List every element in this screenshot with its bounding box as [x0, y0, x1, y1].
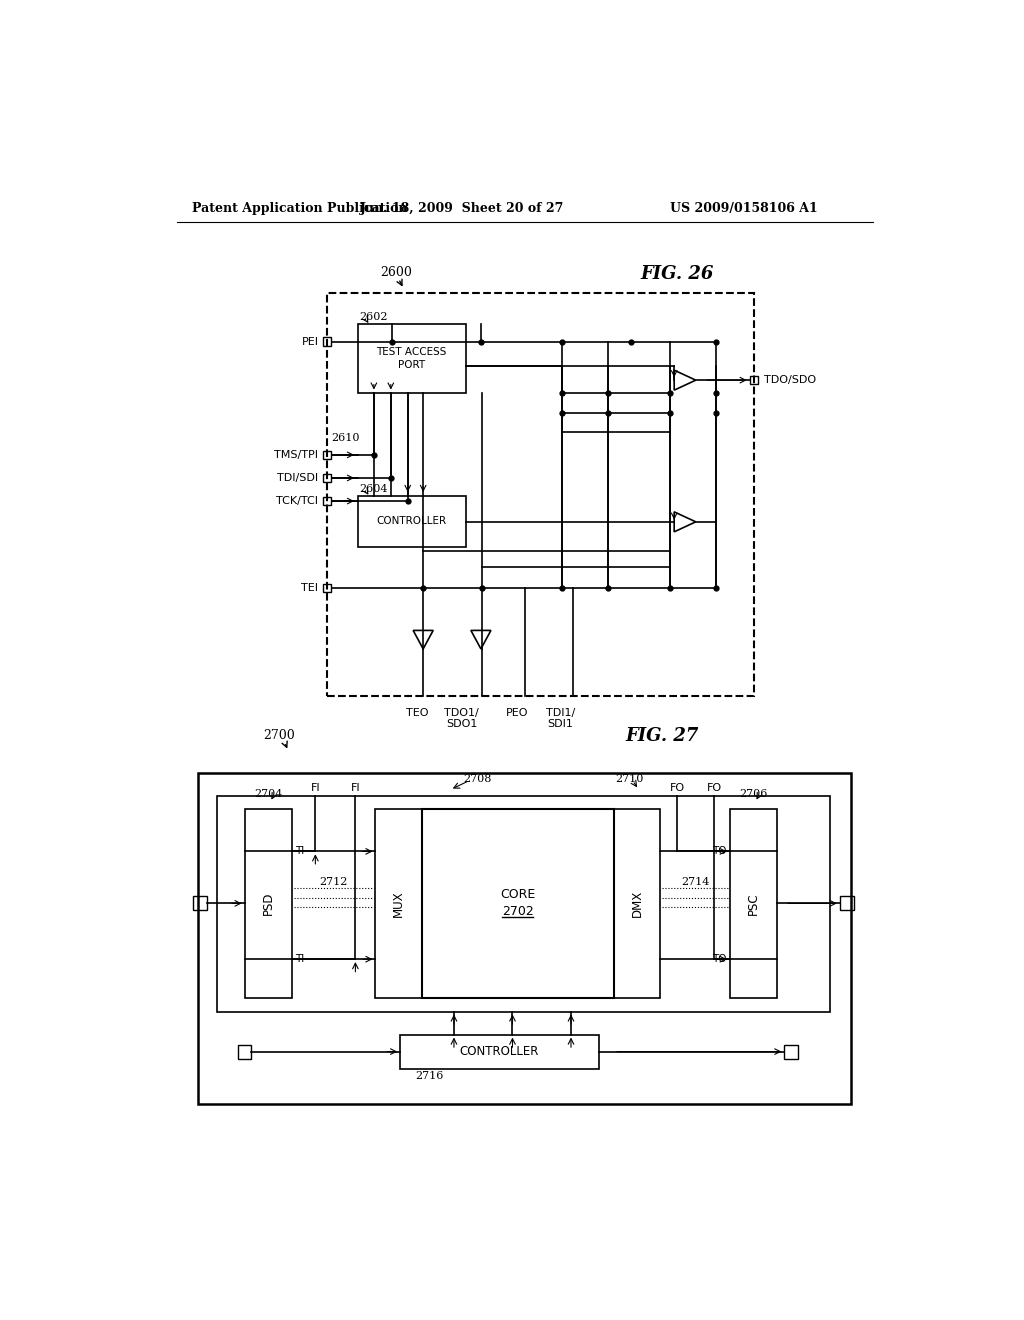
Text: PEO: PEO: [506, 708, 528, 718]
Text: PORT: PORT: [398, 360, 425, 370]
Text: TMS/TPI: TMS/TPI: [274, 450, 318, 459]
Text: TDO1/: TDO1/: [444, 708, 479, 718]
Text: FO: FO: [670, 783, 685, 793]
Text: TO: TO: [712, 846, 727, 857]
Text: FIG. 26: FIG. 26: [641, 265, 714, 282]
Text: 2706: 2706: [739, 789, 768, 800]
Text: 2610: 2610: [331, 433, 359, 444]
Text: 2712: 2712: [319, 878, 348, 887]
Text: 2708: 2708: [463, 774, 492, 784]
Text: 2716: 2716: [416, 1072, 443, 1081]
Text: TDO/SDO: TDO/SDO: [764, 375, 816, 385]
Text: 2714: 2714: [681, 878, 710, 887]
Text: SDO1: SDO1: [446, 719, 477, 729]
Text: TCK/TCI: TCK/TCI: [276, 496, 318, 506]
Text: 2704: 2704: [254, 789, 283, 800]
Text: PSD: PSD: [262, 891, 274, 915]
Text: CONTROLLER: CONTROLLER: [460, 1045, 539, 1059]
Text: CONTROLLER: CONTROLLER: [377, 516, 446, 527]
Text: PEI: PEI: [301, 337, 318, 347]
Text: TEST ACCESS: TEST ACCESS: [377, 347, 446, 358]
Text: FIG. 27: FIG. 27: [626, 727, 698, 744]
Text: TEO: TEO: [406, 708, 428, 718]
Text: MUX: MUX: [392, 890, 406, 916]
Text: 2600: 2600: [380, 265, 412, 279]
Text: Jun. 18, 2009  Sheet 20 of 27: Jun. 18, 2009 Sheet 20 of 27: [359, 202, 564, 215]
Text: FI: FI: [310, 783, 321, 793]
Text: FO: FO: [707, 783, 722, 793]
Text: US 2009/0158106 A1: US 2009/0158106 A1: [670, 202, 817, 215]
Text: TDI/SDI: TDI/SDI: [278, 473, 318, 483]
Text: SDI1: SDI1: [547, 719, 573, 729]
Text: DMX: DMX: [631, 890, 644, 917]
Text: 2702: 2702: [502, 904, 534, 917]
Text: TI: TI: [295, 954, 304, 964]
Text: 2700: 2700: [263, 730, 295, 742]
Text: TEI: TEI: [301, 583, 318, 593]
Text: TI: TI: [295, 846, 304, 857]
Text: 2604: 2604: [359, 483, 388, 494]
Text: TDI1/: TDI1/: [546, 708, 574, 718]
Text: Patent Application Publication: Patent Application Publication: [193, 202, 408, 215]
Text: FI: FI: [350, 783, 360, 793]
Text: CORE: CORE: [501, 887, 536, 900]
Text: 2602: 2602: [359, 312, 388, 322]
Text: 2710: 2710: [615, 774, 644, 784]
Text: PSC: PSC: [746, 892, 760, 915]
Text: TO: TO: [712, 954, 727, 964]
